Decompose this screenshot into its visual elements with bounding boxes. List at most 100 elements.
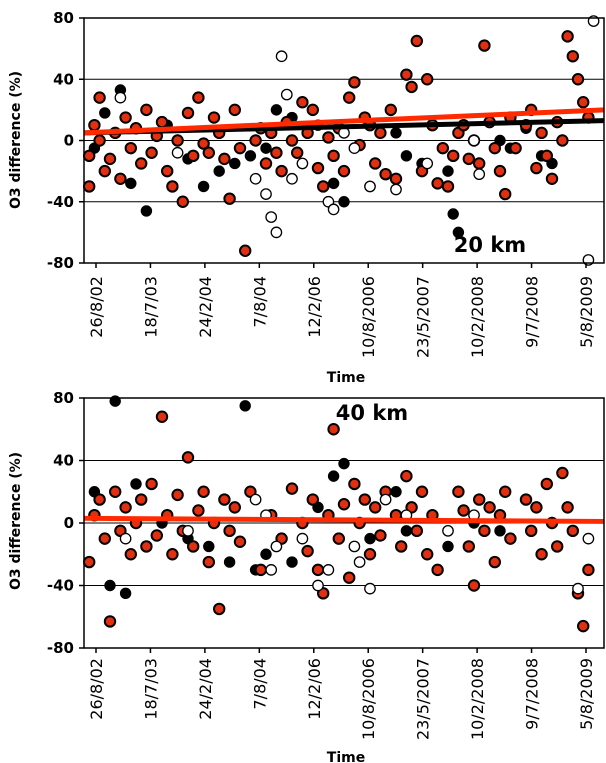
x-tick-label: 24/2/04 xyxy=(196,658,215,720)
data-point xyxy=(197,485,210,498)
x-tick-label: 5/8/2009 xyxy=(577,658,596,730)
data-point xyxy=(285,482,299,495)
data-point xyxy=(327,203,340,216)
data-point xyxy=(181,451,195,464)
data-point xyxy=(125,177,137,190)
data-point xyxy=(218,152,231,166)
data-point xyxy=(364,180,376,193)
y-tick-label: -80 xyxy=(47,254,74,272)
data-point xyxy=(519,493,533,506)
data-point xyxy=(233,535,247,548)
data-point xyxy=(395,540,408,553)
data-point xyxy=(197,137,210,150)
data-point xyxy=(270,540,283,553)
data-point xyxy=(260,548,272,560)
y-tick-label: 80 xyxy=(53,389,74,407)
x-tick-label: 9/7/2008 xyxy=(523,276,542,348)
data-point xyxy=(124,141,138,155)
y-tick-label: 40 xyxy=(53,70,74,88)
data-point xyxy=(103,152,117,166)
data-point xyxy=(213,602,226,616)
data-point xyxy=(322,564,335,576)
data-point xyxy=(337,164,351,178)
data-point xyxy=(322,131,335,144)
data-point xyxy=(192,91,205,104)
data-point xyxy=(384,103,397,117)
data-point xyxy=(119,501,132,514)
data-point xyxy=(390,183,402,196)
x-tick-label: 12/2/06 xyxy=(305,658,324,720)
data-point xyxy=(176,195,190,208)
data-point xyxy=(363,548,377,561)
data-point xyxy=(572,582,584,595)
data-point xyxy=(104,579,116,592)
data-point xyxy=(535,548,548,561)
data-point xyxy=(525,524,538,538)
data-point xyxy=(452,485,465,498)
data-point xyxy=(83,180,96,193)
data-point xyxy=(239,244,252,257)
data-point xyxy=(442,524,454,537)
panel-label: 20 km xyxy=(454,233,526,257)
x-tick-label: 9/7/2008 xyxy=(523,658,542,730)
data-point xyxy=(155,115,169,129)
data-point xyxy=(530,161,543,175)
data-point xyxy=(421,73,434,86)
data-point xyxy=(119,111,132,124)
data-point xyxy=(166,548,179,561)
x-tick-label: 18/7/03 xyxy=(141,658,160,720)
trend-lines xyxy=(83,515,605,524)
data-point xyxy=(83,149,96,163)
data-point xyxy=(103,615,117,628)
trend-line xyxy=(83,515,605,524)
data-point xyxy=(348,142,361,155)
data-point xyxy=(431,563,444,577)
data-point xyxy=(233,141,247,155)
data-point xyxy=(98,532,112,545)
data-point xyxy=(192,504,205,517)
x-axis-label: Time xyxy=(327,750,365,763)
data-point xyxy=(140,103,153,117)
chart-panel-40km: 80 40 0 -40 -80 26/8/02 18/7/03 24/2/04 7/8/04 1… xyxy=(8,389,605,763)
data-point xyxy=(358,493,371,506)
data-point xyxy=(499,187,512,201)
data-point xyxy=(577,96,590,109)
data-point xyxy=(400,525,413,537)
data-point xyxy=(327,470,340,482)
data-point xyxy=(306,103,319,117)
data-point xyxy=(229,157,241,170)
data-point xyxy=(364,532,376,545)
x-tick-labels: 26/8/02 18/7/03 24/2/04 7/8/04 12/2/06 10/8/2… xyxy=(87,648,596,740)
data-point xyxy=(343,91,356,104)
data-point xyxy=(223,192,236,205)
data-point xyxy=(379,493,392,506)
data-point xyxy=(494,525,506,537)
data-point xyxy=(379,167,392,181)
y-axis-label: O3 difference (%) xyxy=(8,71,24,209)
data-point xyxy=(452,226,465,239)
x-tick-label: 10/8/2006 xyxy=(359,276,378,358)
data-point xyxy=(228,103,242,117)
data-point xyxy=(473,493,486,506)
data-point xyxy=(291,146,304,159)
x-tick-label: 24/2/04 xyxy=(196,276,215,338)
data-point xyxy=(535,126,548,140)
data-point xyxy=(571,73,585,86)
data-point xyxy=(270,146,283,159)
data-point xyxy=(348,76,361,89)
data-point xyxy=(130,478,142,490)
data-point xyxy=(462,540,475,553)
data-point xyxy=(421,157,434,170)
scatter-points xyxy=(83,15,600,266)
data-point xyxy=(239,400,251,412)
data-point xyxy=(332,532,345,545)
chart-panel-20km: 80 40 0 -40 -80 26/8/02 18/7/03 24/2/04 7/8/04 1… xyxy=(8,9,605,386)
data-point xyxy=(145,477,158,491)
x-tick-label: 26/8/02 xyxy=(87,276,106,338)
data-point xyxy=(551,540,564,553)
data-point xyxy=(369,157,382,170)
x-tick-label: 12/2/06 xyxy=(305,276,324,338)
data-point xyxy=(145,146,158,159)
y-tick-label: -80 xyxy=(47,639,74,657)
data-point xyxy=(83,555,96,569)
